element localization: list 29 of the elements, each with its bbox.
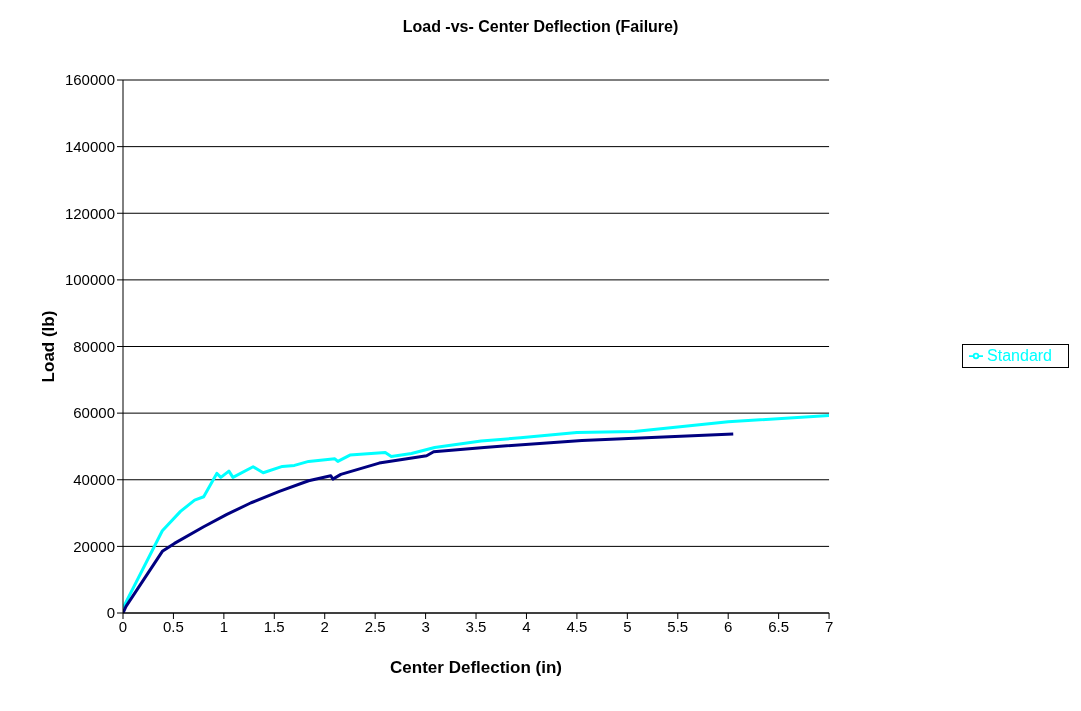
y-tick-label: 140000 [64,137,115,155]
x-tick-label: 3 [421,617,430,635]
y-tick-label: 100000 [64,271,115,289]
y-tick-label: 20000 [73,537,115,555]
x-tick-label: 1.5 [263,617,285,635]
x-tick-label: 7 [824,617,834,635]
x-tick-label: 0.5 [163,617,184,635]
x-tick-label: 6.5 [768,617,790,635]
x-tick-label: 5 [623,617,632,635]
x-tick-label: 5.5 [667,617,689,635]
x-axis-title: Center Deflection (in) [390,658,562,677]
y-tick-label: 120000 [64,204,115,222]
y-tick-label: 80000 [73,337,115,355]
x-tick-label: 1 [219,617,229,635]
y-tick-label: 60000 [73,404,115,422]
x-tick-label: 4 [522,617,531,635]
y-tick-label: 160000 [64,71,115,89]
x-tick-label: 0 [118,617,128,635]
legend-label: Standard [987,346,1052,364]
x-tick-label: 4.5 [566,617,588,635]
y-axis-title: Load (lb) [39,310,59,383]
y-tick-label: 40000 [73,471,115,489]
x-tick-label: 3.5 [465,617,487,635]
x-tick-label: 6 [724,617,733,635]
x-tick-label: 2.5 [364,617,386,635]
chart-title: Load -vs- Center Deflection (Failure) [401,18,680,36]
x-tick-label: 2 [320,617,329,635]
y-tick-label: 0 [106,604,115,622]
line-series [123,432,735,613]
